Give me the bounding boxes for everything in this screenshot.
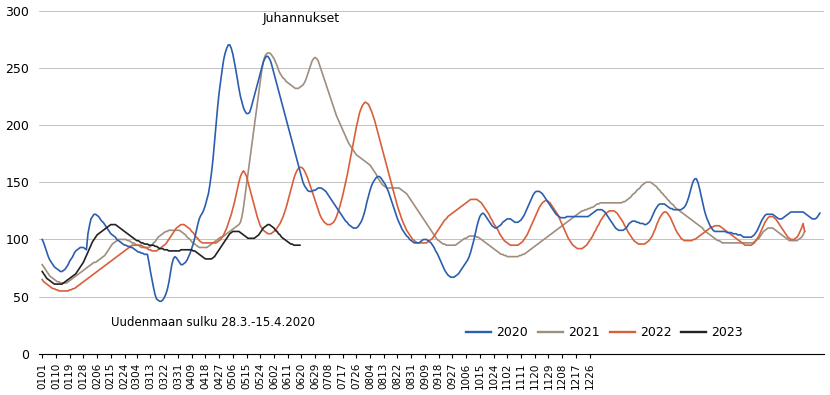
Line: 2023: 2023 xyxy=(42,225,300,284)
2022 xyxy=(531,212,541,216)
2023 xyxy=(176,247,186,252)
2023 xyxy=(165,248,175,253)
2022 xyxy=(227,206,237,211)
2022 xyxy=(671,229,681,234)
2022 xyxy=(316,215,326,220)
2023 xyxy=(164,248,173,253)
2020 xyxy=(396,223,406,228)
2023 xyxy=(37,269,47,274)
2021 xyxy=(671,206,681,211)
2021 xyxy=(227,227,237,231)
2023 xyxy=(295,243,305,248)
2020 xyxy=(37,237,47,242)
2022 xyxy=(799,229,809,234)
2023 xyxy=(136,241,146,245)
2022 xyxy=(260,229,270,234)
2020 xyxy=(815,211,825,216)
2022 xyxy=(540,198,550,203)
2020 xyxy=(134,250,144,254)
2021 xyxy=(531,243,541,248)
2021 xyxy=(260,54,270,59)
2020 xyxy=(418,237,428,242)
Text: Juhannukset: Juhannukset xyxy=(263,12,340,25)
2020 xyxy=(123,244,133,249)
2021 xyxy=(37,262,47,267)
Line: 2020: 2020 xyxy=(42,45,820,301)
2022 xyxy=(360,100,370,105)
Line: 2022: 2022 xyxy=(42,102,804,291)
2021 xyxy=(263,51,273,55)
2023 xyxy=(50,282,60,286)
2020 xyxy=(154,299,164,304)
2022 xyxy=(54,289,64,293)
2020 xyxy=(223,43,233,47)
2023 xyxy=(271,228,281,233)
Text: Uudenmaan sulku 28.3.-15.4.2020: Uudenmaan sulku 28.3.-15.4.2020 xyxy=(111,316,315,329)
2020 xyxy=(150,292,160,297)
Legend: 2020, 2021, 2022, 2023: 2020, 2021, 2022, 2023 xyxy=(461,321,748,344)
2021 xyxy=(56,280,66,285)
2022 xyxy=(37,277,47,282)
2023 xyxy=(76,265,85,269)
2021 xyxy=(540,236,550,241)
Line: 2021: 2021 xyxy=(42,53,804,283)
2021 xyxy=(799,229,809,234)
2023 xyxy=(106,222,116,227)
2020 xyxy=(231,68,241,72)
2021 xyxy=(318,72,328,77)
